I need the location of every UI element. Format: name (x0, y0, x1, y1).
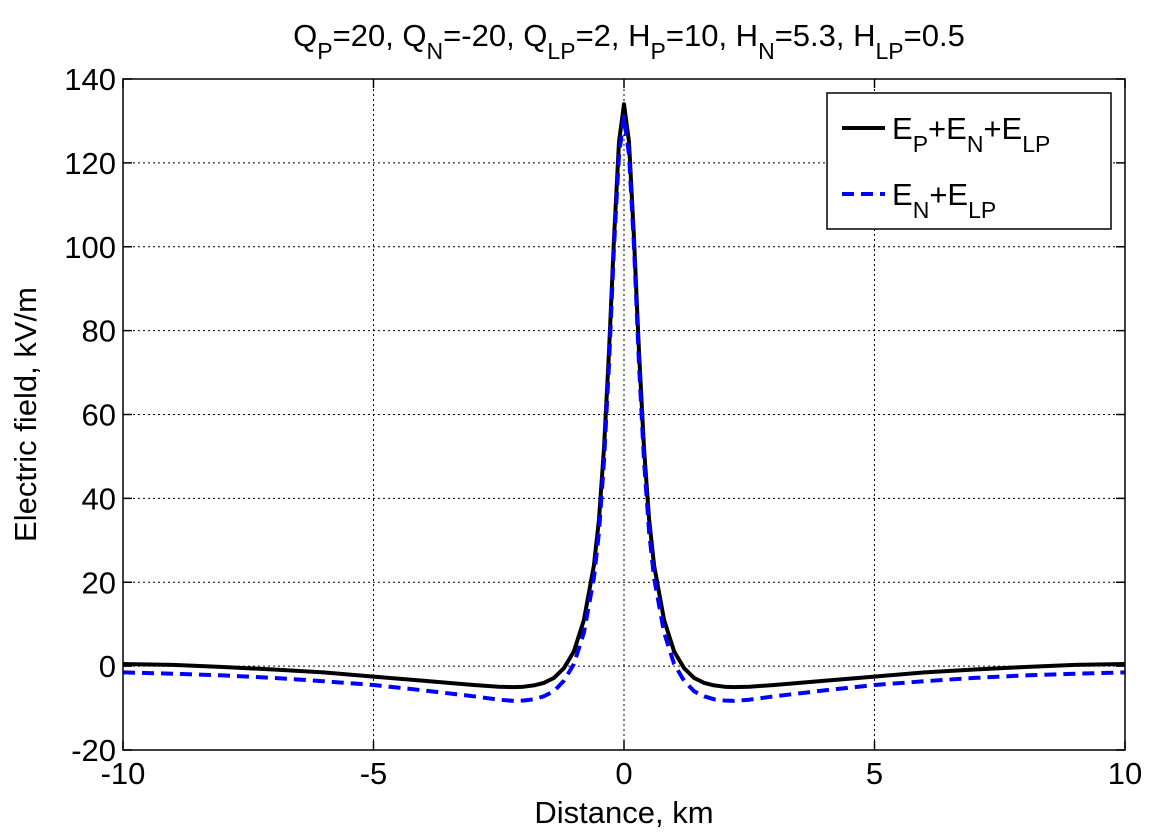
legend-label: EP+EN+ELP (892, 111, 1050, 157)
x-tick-label: -5 (360, 756, 388, 791)
y-tick-label: 20 (82, 565, 116, 600)
y-tick-label: -20 (71, 733, 116, 768)
legend-label: EN+ELP (892, 177, 996, 223)
x-tick-label: 5 (866, 756, 883, 791)
series-line-total (122, 102, 1126, 690)
y-tick-label: 140 (64, 62, 116, 97)
x-axis-label: Distance, km (534, 795, 713, 830)
series-line-partial (122, 114, 1126, 703)
y-tick-label: 40 (82, 481, 116, 516)
chart-title: QP=20, QN=-20, QLP=2, HP=10, HN=5.3, HLP… (293, 18, 965, 64)
series-lines (122, 102, 1126, 703)
y-axis-label: Electric field, kV/m (8, 287, 43, 542)
tick-labels: -10 -5 0 5 10 -20 0 20 40 60 80 100 120 140 (64, 62, 1142, 791)
x-tick-label: 10 (1108, 756, 1142, 791)
y-tick-label: 60 (82, 398, 116, 433)
legend: EP+EN+ELP EN+ELP (826, 92, 1112, 230)
x-tick-label: -10 (101, 756, 146, 791)
x-tick-label: 0 (615, 756, 632, 791)
y-tick-label: 80 (82, 314, 116, 349)
y-tick-label: 120 (64, 146, 116, 181)
y-tick-label: 0 (99, 649, 116, 684)
legend-box (826, 92, 1112, 230)
y-tick-label: 100 (64, 230, 116, 265)
tick-marks (122, 78, 1126, 751)
